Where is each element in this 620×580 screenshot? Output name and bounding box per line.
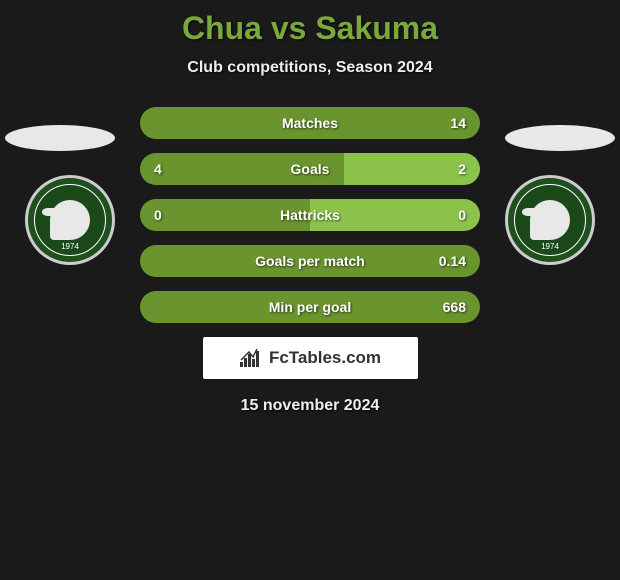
stat-row: Matches 14: [140, 107, 480, 139]
stat-label: Goals per match: [255, 253, 365, 269]
stat-row: Goals per match 0.14: [140, 245, 480, 277]
chart-icon: [239, 348, 263, 368]
club-logo-right: 1974: [505, 175, 595, 265]
brand-banner[interactable]: FcTables.com: [203, 337, 418, 379]
stat-value-right: 2: [458, 161, 466, 177]
eagle-icon: [530, 200, 570, 240]
stat-row: Min per goal 668: [140, 291, 480, 323]
stat-label: Hattricks: [280, 207, 340, 223]
stat-label: Matches: [282, 115, 338, 131]
brand-name: FcTables.com: [269, 348, 381, 368]
eagle-icon: [50, 200, 90, 240]
stat-value-right: 14: [450, 115, 466, 131]
page-title: Chua vs Sakuma: [0, 10, 620, 47]
stat-label: Goals: [291, 161, 330, 177]
stat-row: 0 Hattricks 0: [140, 199, 480, 231]
subtitle: Club competitions, Season 2024: [0, 59, 620, 77]
stats-list: Matches 14 4 Goals 2 0 Hattricks 0 Goals…: [140, 107, 480, 323]
stat-label: Min per goal: [269, 299, 351, 315]
club-year-right: 1974: [541, 242, 559, 251]
stat-value-right: 668: [443, 299, 466, 315]
stat-value-left: 4: [154, 161, 162, 177]
player-badge-left: [5, 125, 115, 151]
player-badge-right: [505, 125, 615, 151]
comparison-widget: Chua vs Sakuma Club competitions, Season…: [0, 0, 620, 415]
stat-value-right: 0: [458, 207, 466, 223]
date-label: 15 november 2024: [0, 397, 620, 415]
stat-value-right: 0.14: [439, 253, 466, 269]
stat-value-left: 0: [154, 207, 162, 223]
club-year-left: 1974: [61, 242, 79, 251]
club-logo-left: 1974: [25, 175, 115, 265]
stat-row: 4 Goals 2: [140, 153, 480, 185]
